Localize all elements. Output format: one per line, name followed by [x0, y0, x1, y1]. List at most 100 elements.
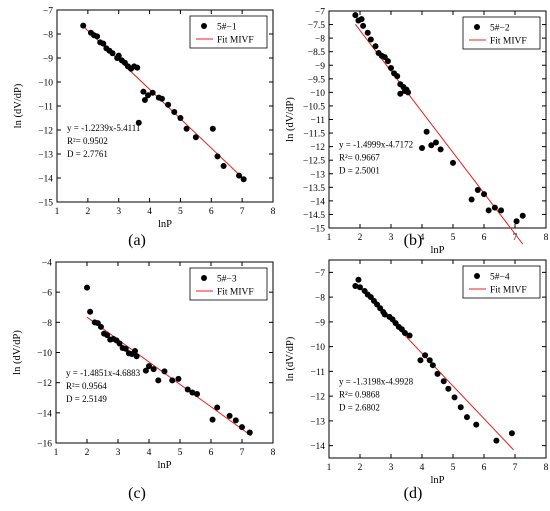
data-point — [169, 377, 176, 384]
x-tick-label: 5 — [451, 463, 456, 473]
y-axis-label: ln (dV/dP) — [285, 336, 296, 381]
x-tick-label: 5 — [451, 233, 456, 243]
equation-annotation-line: R²= 0.9667 — [339, 153, 380, 163]
data-point — [209, 416, 216, 423]
data-point — [381, 54, 388, 61]
data-point — [246, 429, 253, 436]
y-tick-label: −10 — [38, 79, 53, 89]
x-tick-label: 3 — [389, 233, 394, 243]
y-tick-label: −13.5 — [303, 184, 325, 194]
y-tick-label: −8 — [42, 319, 52, 329]
y-tick-label: −12.5 — [303, 157, 325, 167]
y-tick-label: −12 — [37, 379, 52, 389]
panel-caption: (d) — [404, 485, 423, 502]
y-tick-label: −14 — [38, 175, 53, 185]
x-tick-label: 3 — [389, 463, 394, 473]
data-point — [388, 64, 394, 71]
equation-annotation-line: y = -1.2239x-5.4111 — [67, 123, 140, 133]
y-tick-label: −10 — [310, 343, 325, 353]
data-point — [236, 172, 243, 179]
data-point — [519, 212, 526, 219]
data-point — [485, 207, 492, 214]
x-tick-label: 5 — [178, 207, 183, 217]
x-tick-label: 1 — [54, 448, 59, 458]
data-point — [175, 375, 182, 382]
y-tick-label: −15 — [38, 199, 53, 209]
y-tick-label: −10 — [37, 349, 52, 359]
data-point — [463, 414, 470, 421]
x-tick-label: 5 — [178, 448, 183, 458]
y-tick-label: −8 — [315, 35, 325, 45]
data-point — [406, 332, 413, 339]
x-tick-label: 7 — [240, 448, 245, 458]
legend: 5#−3 Fit MIVF — [189, 267, 268, 301]
equation-annotation-line: R²= 0.9868 — [339, 390, 380, 400]
y-tick-label: −7 — [315, 269, 325, 279]
y-tick-label: −14 — [37, 409, 52, 419]
equation-annotation-line: y = -1.3198x-4.9928 — [339, 377, 414, 387]
x-tick-label: 1 — [327, 463, 332, 473]
x-tick-label: 6 — [209, 448, 214, 458]
x-tick-label: 2 — [358, 463, 363, 473]
data-point — [434, 370, 441, 377]
y-tick-label: −14 — [310, 197, 325, 207]
data-point — [97, 323, 104, 330]
y-tick-label: −11 — [310, 116, 325, 126]
data-point — [149, 89, 156, 96]
data-point — [209, 125, 216, 132]
data-point — [450, 159, 456, 166]
data-point — [401, 330, 408, 337]
equation-annotation-line: D = 2.6802 — [339, 403, 380, 413]
data-point — [355, 276, 362, 283]
equation-annotation-line: y = -1.4851x-4.6883 — [66, 368, 141, 378]
y-tick-label: −8 — [43, 31, 53, 41]
legend-points-label: 5#−2 — [490, 24, 510, 34]
data-point — [183, 125, 190, 132]
data-point — [132, 347, 139, 354]
chart-panel-3: 1 2 3 4 5 6 7 8 −16 −14 −12 −10 −8 −6 −4 lnP ln (dV/dP) 5… — [12, 259, 276, 472]
chart-panel-1: 1 2 3 4 5 6 7 8 −15 −14 −13 −12 −11 −10 −9 −8 −7 lnP ln (d… — [13, 7, 276, 231]
data-point — [116, 340, 123, 347]
x-tick-label: 7 — [513, 463, 518, 473]
x-tick-label: 6 — [482, 233, 487, 243]
equation-annotation-line: R²= 0.9564 — [66, 381, 107, 391]
y-tick-label: −12 — [38, 127, 53, 137]
data-point — [384, 58, 391, 65]
y-tick-label: −9 — [315, 62, 325, 72]
panel-caption: (b) — [404, 232, 423, 249]
y-tick-label: −8 — [315, 294, 325, 304]
y-tick-label: −9 — [43, 55, 53, 65]
data-point — [394, 73, 401, 80]
data-point — [508, 430, 515, 437]
y-tick-label: −7.5 — [308, 21, 325, 31]
x-tick-label: 4 — [147, 448, 152, 458]
y-tick-label: −11 — [310, 368, 325, 378]
data-point — [417, 357, 424, 364]
equation-annotation-line: D = 2.5001 — [339, 166, 380, 176]
legend-box — [189, 267, 268, 301]
data-point — [419, 144, 425, 151]
data-point — [429, 362, 436, 369]
data-point — [437, 146, 444, 153]
data-point — [100, 40, 107, 47]
legend: 5#−4 Fit MIVF — [462, 265, 541, 299]
x-tick-label: 8 — [271, 207, 276, 217]
data-point — [80, 22, 87, 29]
y-tick-label: −16 — [37, 440, 52, 450]
x-axis-label: lnP — [430, 475, 444, 486]
legend-point-marker — [474, 273, 480, 279]
legend: 5#−1 Fit MIVF — [189, 15, 268, 49]
data-point — [140, 88, 147, 95]
data-point — [177, 115, 184, 121]
y-tick-label: −7 — [43, 7, 53, 17]
data-point — [133, 353, 140, 360]
x-tick-label: 8 — [544, 233, 549, 243]
y-tick-label: −4 — [42, 259, 52, 269]
data-point — [381, 311, 388, 318]
x-axis-label: lnP — [158, 219, 172, 230]
legend-line-label: Fit MIVF — [217, 36, 254, 46]
y-tick-label: −12 — [310, 143, 325, 153]
data-point — [87, 308, 94, 315]
data-point — [109, 50, 116, 57]
